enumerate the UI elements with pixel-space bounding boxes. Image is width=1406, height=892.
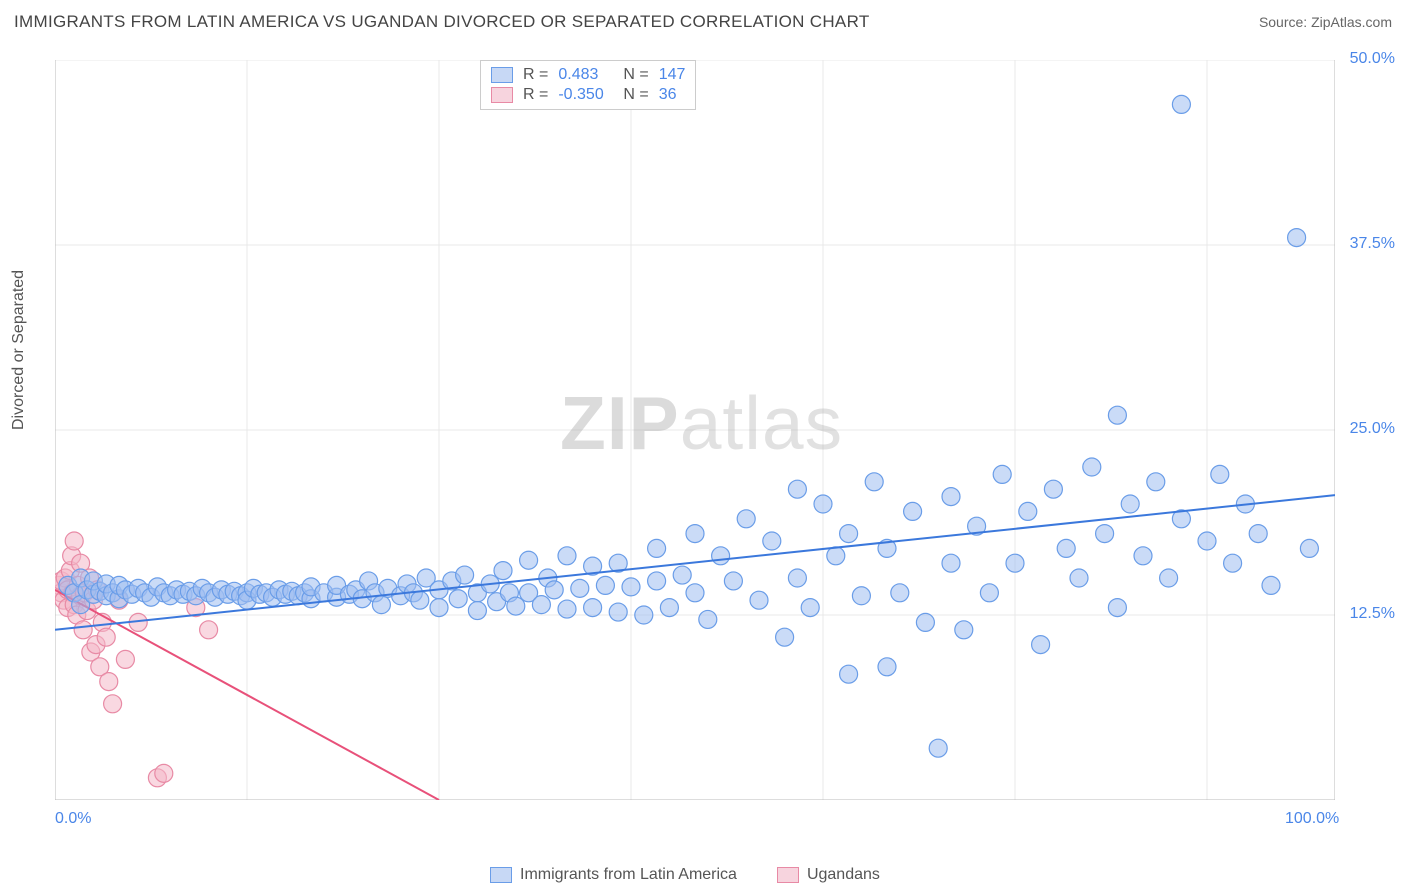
y-axis-label: Divorced or Separated: [10, 270, 28, 430]
y-tick-label: 37.5%: [1340, 235, 1395, 253]
legend-stats-row-1: R = -0.350 N = 36: [491, 85, 685, 105]
legend-stats-box: R = 0.483 N = 147 R = -0.350 N = 36: [480, 60, 696, 110]
r-label-0: R =: [523, 66, 548, 84]
legend-item-1: Ugandans: [777, 866, 880, 884]
source-prefix: Source:: [1259, 14, 1311, 30]
legend-bottom-label-1: Ugandans: [807, 866, 880, 884]
legend-swatch-0: [491, 67, 513, 83]
legend-bottom-label-0: Immigrants from Latin America: [520, 866, 737, 884]
legend-item-0: Immigrants from Latin America: [490, 866, 737, 884]
y-tick-label: 25.0%: [1340, 420, 1395, 438]
legend-stats-row-0: R = 0.483 N = 147: [491, 65, 685, 85]
legend-bottom: Immigrants from Latin America Ugandans: [490, 866, 880, 884]
n-label-1: N =: [623, 86, 648, 104]
source-label: Source: ZipAtlas.com: [1259, 14, 1392, 30]
x-tick-label: 0.0%: [55, 810, 91, 828]
source-link[interactable]: ZipAtlas.com: [1311, 14, 1392, 30]
chart-svg: [55, 60, 1335, 800]
n-label-0: N =: [623, 66, 648, 84]
n-value-1: 36: [659, 86, 677, 104]
chart-title: IMMIGRANTS FROM LATIN AMERICA VS UGANDAN…: [14, 12, 870, 32]
n-value-0: 147: [659, 66, 686, 84]
chart-plot-area: 12.5%25.0%37.5%50.0%0.0%100.0%: [55, 60, 1335, 800]
y-tick-label: 50.0%: [1340, 50, 1395, 68]
legend-bottom-swatch-0: [490, 867, 512, 883]
legend-swatch-1: [491, 87, 513, 103]
r-value-1: -0.350: [558, 86, 613, 104]
r-label-1: R =: [523, 86, 548, 104]
legend-bottom-swatch-1: [777, 867, 799, 883]
y-tick-label: 12.5%: [1340, 605, 1395, 623]
x-tick-label: 100.0%: [1285, 810, 1339, 828]
r-value-0: 0.483: [558, 66, 613, 84]
